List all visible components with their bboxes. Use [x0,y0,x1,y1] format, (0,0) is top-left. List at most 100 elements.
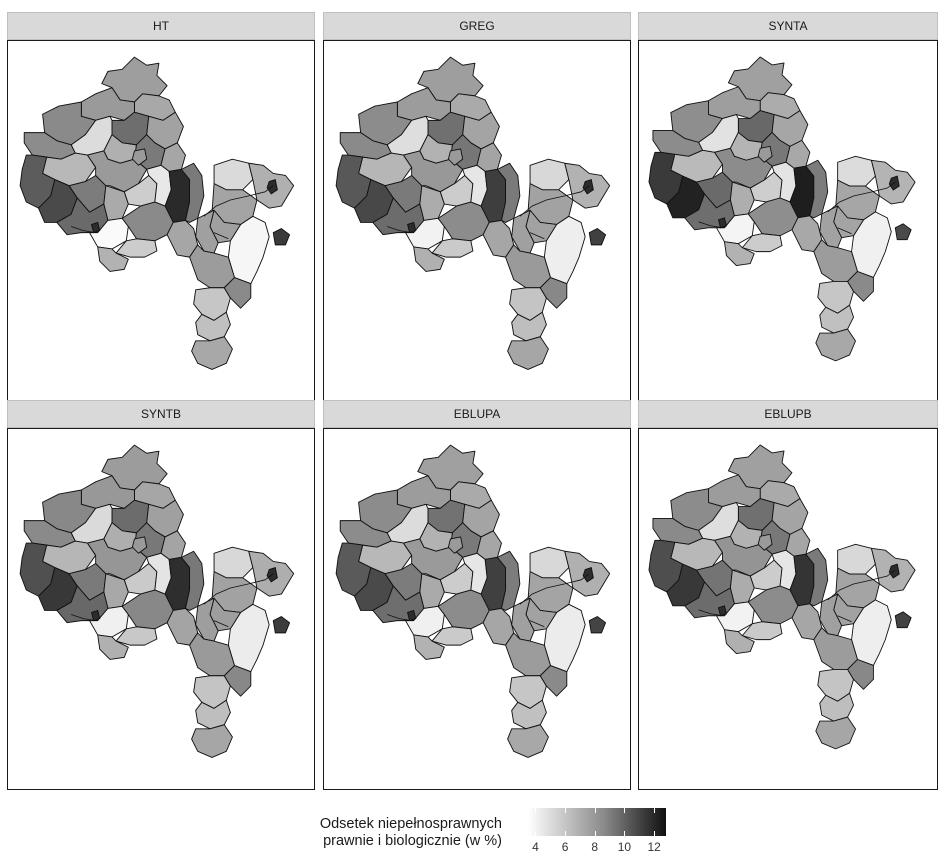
map-plot-area [638,40,938,402]
region-39 [272,616,291,634]
legend-tick-mark [624,831,626,836]
legend-tick-mark [565,831,567,836]
region-36 [223,665,252,697]
boundary-line-3 [837,227,852,235]
region-29 [121,589,174,630]
city-enclave-1 [131,148,148,166]
region-31 [195,209,219,254]
facet-panel-synta: SYNTA [638,12,938,402]
region-21 [496,162,521,223]
city-enclave-3 [407,221,417,234]
region-31 [511,209,535,254]
region-22 [529,158,570,191]
region-33 [813,239,858,282]
map-plot-area [638,428,938,790]
region-34 [97,246,129,272]
boundary-line-1 [519,573,590,605]
legend: Odsetek niepełnosprawnych prawnie i biol… [270,806,690,856]
legend-tick-mark [594,808,596,813]
region-21 [180,162,205,223]
boundary-line-2 [387,226,412,234]
region-39 [894,611,912,629]
region-34 [723,241,755,266]
facet-panel-syntb: SYNTB [7,400,315,790]
legend-tick-label: 6 [561,840,569,854]
city-enclave-1 [447,148,464,166]
region-27 [227,603,270,673]
boundary-line-3 [837,615,852,623]
city-enclave-3 [91,221,101,234]
boundary-line-2 [698,221,723,229]
legend-tick-mark [535,808,537,813]
legend-colorbar [528,808,666,836]
city-enclave-3 [717,605,727,617]
region-29 [747,197,799,237]
region-31 [195,597,219,642]
facet-panel-eblupb: EBLUPB [638,400,938,790]
region-38 [815,328,856,362]
region-27 [851,599,892,666]
city-enclave-3 [717,217,727,229]
region-38 [507,336,549,370]
region-22 [213,546,254,579]
region-38 [191,336,233,370]
boundary-line-3 [529,232,545,240]
map-plot-area [323,428,631,790]
city-enclave-1 [757,533,773,551]
region-27 [543,603,586,673]
region-39 [588,228,607,246]
choropleth-map [19,56,295,370]
boundary-line-3 [213,620,229,628]
region-22 [529,546,570,579]
region-29 [121,201,174,242]
choropleth-map [648,444,916,750]
choropleth-map [335,444,611,758]
region-36 [539,277,568,309]
map-plot-area [7,40,315,402]
facet-strip-title: SYNTB [7,400,315,428]
legend-tick-mark [654,808,656,813]
boundary-line-2 [698,609,723,617]
facet-panel-greg: GREG [323,12,631,402]
region-31 [819,593,843,637]
region-22 [213,158,254,191]
facet-grid: HT GREG SYNTA SYNTB EBLUPA EBLUPB [7,12,938,790]
region-33 [189,244,235,289]
region-38 [191,724,233,758]
legend-title: Odsetek niepełnosprawnych prawnie i biol… [242,816,502,850]
map-plot-area [323,40,631,402]
region-33 [189,632,235,677]
city-enclave-3 [407,609,417,622]
boundary-line-1 [203,185,274,217]
region-21 [805,159,829,219]
legend-tick-mark [624,808,626,813]
region-39 [272,228,291,246]
city-enclave-1 [447,536,464,554]
boundary-line-2 [387,614,412,622]
region-38 [815,716,856,750]
region-22 [837,155,876,187]
legend-tick-label: 12 [647,840,661,854]
region-36 [223,277,252,309]
legend-tick-mark [565,808,567,813]
region-31 [511,597,535,642]
region-29 [437,201,490,242]
region-34 [413,634,445,660]
region-21 [180,550,205,611]
region-36 [847,659,874,690]
region-27 [227,215,270,285]
facet-strip-title: HT [7,12,315,40]
region-31 [819,205,843,249]
region-27 [851,211,892,278]
legend-tick-mark [535,831,537,836]
region-39 [894,223,912,241]
facet-strip-title: EBLUPB [638,400,938,428]
legend-tick-mark [654,831,656,836]
boundary-line-2 [71,226,96,234]
facet-strip-title: GREG [323,12,631,40]
region-33 [505,244,551,289]
region-27 [543,215,586,285]
facet-panel-eblupa: EBLUPA [323,400,631,790]
choropleth-map [335,56,611,370]
region-39 [588,616,607,634]
